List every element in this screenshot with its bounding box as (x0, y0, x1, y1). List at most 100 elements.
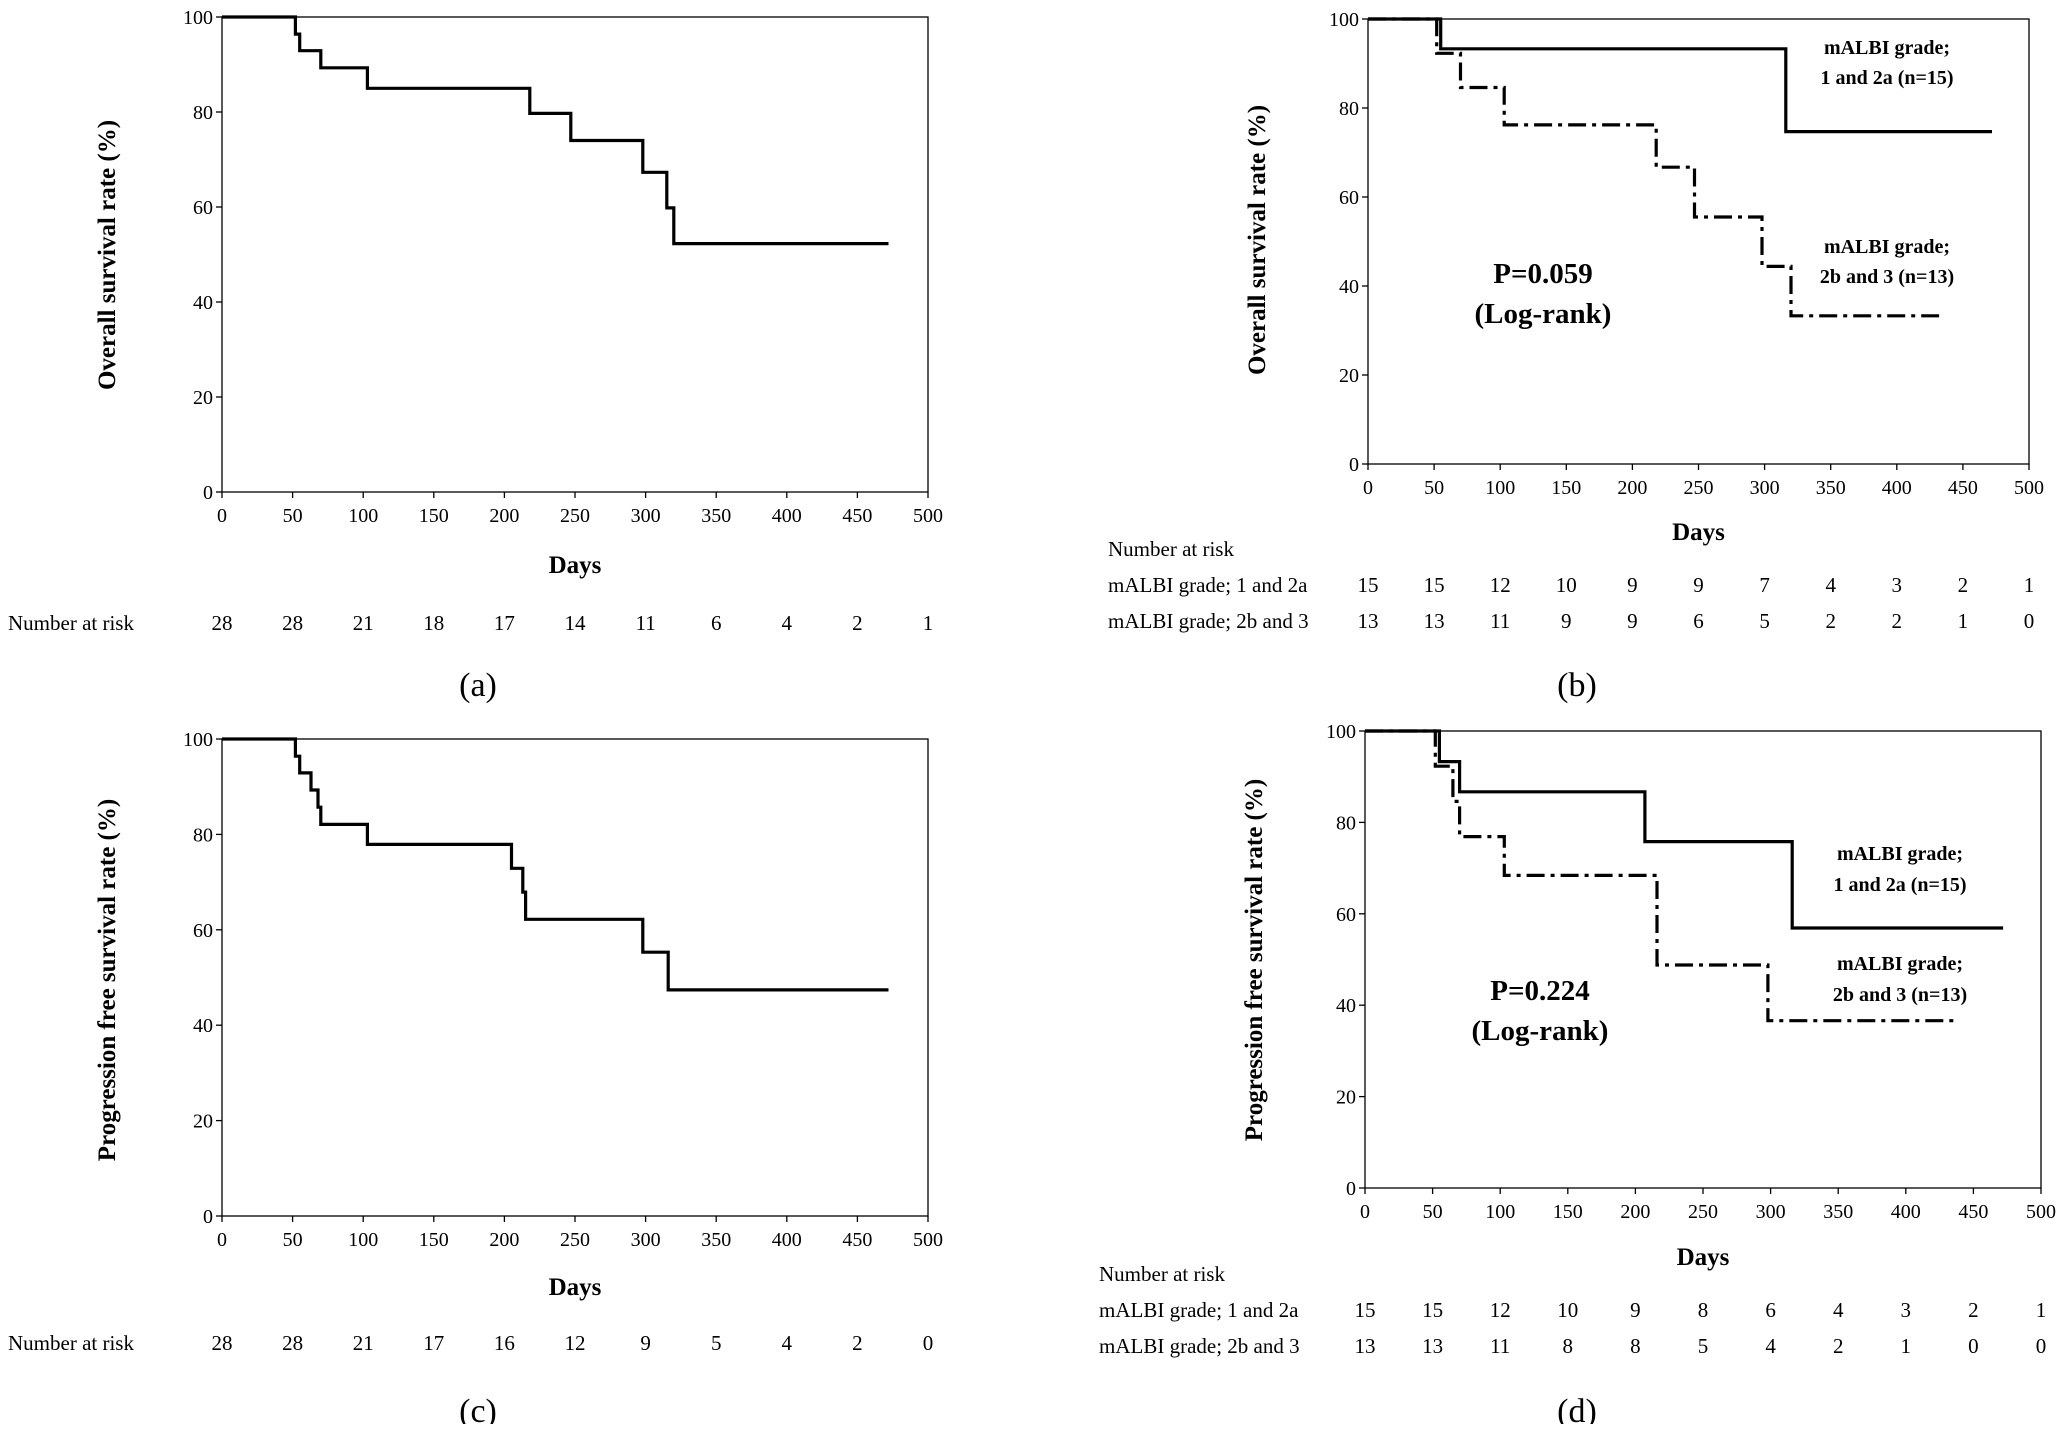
risk-count: 28 (212, 1331, 233, 1355)
risk-count: 0 (923, 1331, 934, 1355)
risk-count: 15 (1358, 573, 1379, 597)
risk-count: 0 (2036, 1334, 2047, 1358)
risk-count: 1 (1958, 609, 1969, 633)
x-tick-label: 100 (348, 1229, 378, 1251)
risk-count: 2 (1958, 573, 1969, 597)
p-value-text: (Log-rank) (1472, 1015, 1609, 1047)
x-axis-title: Days (1672, 519, 1725, 546)
risk-count: 28 (212, 611, 233, 635)
risk-count: 0 (2024, 609, 2035, 633)
y-tick-label: 40 (1336, 995, 1356, 1017)
survival-curve-2b-3 (1365, 729, 1958, 1023)
x-tick-label: 200 (489, 1229, 519, 1251)
x-tick-label: 0 (1360, 1201, 1370, 1223)
risk-count: 13 (1358, 609, 1379, 633)
y-tick-label: 100 (1329, 9, 1359, 31)
y-axis-title: Progression free survival rate (%) (1241, 779, 1268, 1141)
x-tick-label: 150 (1551, 477, 1581, 499)
risk-count: 13 (1424, 609, 1445, 633)
legend-text: mALBI grade; (1837, 953, 1963, 975)
x-tick-label: 150 (1553, 1201, 1583, 1223)
y-axis-title: Overall survival rate (%) (94, 120, 121, 390)
x-tick-label: 100 (348, 505, 378, 527)
x-tick-label: 350 (701, 1229, 731, 1251)
x-axis-title: Days (1677, 1244, 1730, 1271)
x-tick-label: 400 (1882, 477, 1912, 499)
risk-count: 9 (640, 1331, 651, 1355)
x-tick-label: 250 (1684, 477, 1714, 499)
risk-count: 9 (1627, 609, 1638, 633)
risk-count: 2 (852, 1331, 863, 1355)
x-tick-label: 0 (1363, 477, 1373, 499)
panel-label: (d) (1557, 1393, 1597, 1424)
x-tick-label: 500 (913, 1229, 943, 1251)
risk-count: 2 (852, 611, 863, 635)
x-tick-label: 400 (772, 1229, 802, 1251)
risk-count: 15 (1355, 1298, 1376, 1322)
x-tick-label: 450 (842, 505, 872, 527)
risk-count: 12 (565, 1331, 586, 1355)
survival-curve (222, 737, 889, 992)
x-tick-label: 50 (283, 1229, 303, 1251)
risk-count: 0 (1968, 1334, 1979, 1358)
risk-count: 6 (1693, 609, 1704, 633)
risk-count: 6 (1765, 1298, 1776, 1322)
x-tick-label: 500 (2014, 477, 2044, 499)
risk-row-label: mALBI grade; 2b and 3 (1099, 1334, 1300, 1358)
x-tick-label: 250 (1688, 1201, 1718, 1223)
risk-count: 4 (782, 611, 793, 635)
y-tick-label: 40 (1339, 276, 1359, 298)
x-tick-label: 400 (1891, 1201, 1921, 1223)
y-tick-label: 60 (193, 197, 213, 219)
x-tick-label: 50 (1423, 1201, 1443, 1223)
y-tick-label: 40 (193, 1015, 213, 1037)
risk-count: 1 (1901, 1334, 1912, 1358)
risk-count: 13 (1355, 1334, 1376, 1358)
x-tick-label: 300 (1750, 477, 1780, 499)
y-tick-label: 0 (1346, 1178, 1356, 1200)
risk-count: 1 (2036, 1298, 2047, 1322)
risk-count: 14 (565, 611, 587, 635)
legend-text: 2b and 3 (n=13) (1833, 984, 1967, 1006)
panel-label: (c) (459, 1393, 497, 1424)
y-tick-label: 20 (193, 387, 213, 409)
x-tick-label: 450 (1948, 477, 1978, 499)
x-tick-label: 400 (772, 505, 802, 527)
x-tick-label: 0 (217, 1229, 227, 1251)
risk-count: 12 (1490, 573, 1511, 597)
plot-frame (221, 16, 929, 493)
x-tick-label: 500 (2026, 1201, 2056, 1223)
panel-a: 0 50 100 150 200 250 300 350 400 450 500 0 20 40 60 80 1… (8, 7, 943, 704)
legend-text: mALBI grade; (1837, 843, 1963, 865)
risk-count: 2 (1892, 609, 1903, 633)
x-tick-label: 0 (217, 505, 227, 527)
risk-count: 1 (2024, 573, 2035, 597)
risk-count: 28 (282, 1331, 303, 1355)
x-tick-label: 100 (1485, 1201, 1515, 1223)
risk-count: 4 (782, 1331, 793, 1355)
risk-row-label: mALBI grade; 1 and 2a (1099, 1298, 1299, 1322)
risk-count: 8 (1563, 1334, 1574, 1358)
risk-row-label: mALBI grade; 2b and 3 (1108, 609, 1309, 633)
y-tick-label: 60 (1336, 904, 1356, 926)
panel-label: (b) (1557, 667, 1597, 704)
risk-row-label: Number at risk (8, 611, 134, 635)
y-tick-label: 100 (183, 729, 213, 751)
x-tick-label: 150 (419, 1229, 449, 1251)
risk-count: 4 (1833, 1298, 1844, 1322)
x-tick-label: 300 (631, 1229, 661, 1251)
plot-frame (221, 738, 929, 1217)
risk-count: 1 (923, 611, 934, 635)
y-tick-label: 0 (203, 1206, 213, 1228)
x-axis-title: Days (549, 1274, 602, 1301)
x-tick-label: 250 (560, 1229, 590, 1251)
y-axis-title: Progression free survival rate (%) (94, 799, 121, 1161)
risk-count: 7 (1759, 573, 1770, 597)
risk-row-label: Number at risk (8, 1331, 134, 1355)
x-tick-label: 250 (560, 505, 590, 527)
risk-count: 8 (1630, 1334, 1641, 1358)
x-axis-title: Days (549, 552, 602, 579)
y-tick-label: 100 (1326, 721, 1356, 743)
risk-count: 2 (1968, 1298, 1979, 1322)
